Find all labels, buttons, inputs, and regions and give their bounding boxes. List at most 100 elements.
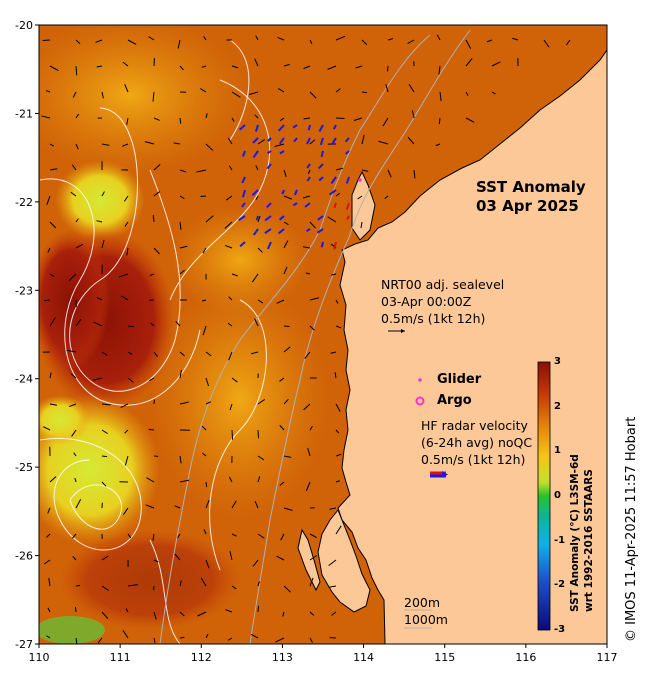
velocity-vector bbox=[75, 218, 79, 223]
velocity-vector bbox=[205, 351, 212, 357]
title-line-1: SST Anomaly bbox=[476, 178, 586, 196]
velocity-vector bbox=[179, 65, 184, 71]
x-tick-label: 114 bbox=[353, 651, 374, 664]
velocity-vector bbox=[279, 117, 285, 122]
velocity-vector bbox=[335, 192, 341, 197]
glider-legend-icon bbox=[418, 378, 422, 382]
hf-radar-vector bbox=[241, 202, 246, 208]
velocity-vector bbox=[283, 455, 292, 458]
velocity-vector bbox=[231, 585, 237, 590]
hf-radar-vector bbox=[241, 150, 246, 157]
hf-radar-vector bbox=[345, 176, 350, 184]
velocity-vector bbox=[250, 633, 259, 639]
velocity-vector bbox=[309, 91, 317, 99]
sealevel-contours bbox=[39, 39, 271, 644]
hf-radar-vector bbox=[281, 189, 285, 195]
velocity-vector bbox=[179, 117, 182, 124]
velocity-vector bbox=[101, 91, 104, 99]
velocity-vector bbox=[101, 191, 105, 197]
velocity-vector bbox=[361, 134, 365, 145]
velocity-vector bbox=[231, 533, 237, 537]
velocity-vector bbox=[44, 299, 51, 302]
hf-scale-arrow bbox=[430, 471, 448, 478]
velocity-vector bbox=[491, 61, 501, 67]
velocity-vector bbox=[257, 605, 260, 613]
hf-radar-note-line-2: (6-24h avg) noQC bbox=[421, 435, 533, 450]
velocity-vector bbox=[120, 295, 129, 301]
velocity-vector bbox=[49, 143, 55, 147]
hf-radar-vector bbox=[267, 150, 272, 155]
velocity-vector bbox=[149, 377, 155, 382]
velocity-vector bbox=[283, 398, 289, 405]
map-title: SST Anomaly 03 Apr 2025 bbox=[476, 178, 586, 216]
velocity-vector bbox=[435, 143, 441, 147]
velocity-vector bbox=[179, 169, 187, 173]
x-tick-label: 112 bbox=[191, 651, 212, 664]
colorbar bbox=[537, 361, 551, 631]
velocity-vector bbox=[203, 35, 207, 41]
depth-label-200m: 200m bbox=[404, 595, 441, 610]
hf-radar-vector bbox=[251, 189, 259, 197]
velocity-vector bbox=[252, 559, 259, 567]
velocity-vector bbox=[335, 429, 340, 434]
velocity-vector bbox=[68, 403, 77, 408]
velocity-vector bbox=[439, 91, 442, 101]
y-tick-label: -25 bbox=[15, 461, 33, 474]
velocity-vector bbox=[75, 318, 82, 327]
velocity-vector bbox=[309, 221, 316, 229]
hf-radar-vector bbox=[266, 202, 272, 209]
hf-radar-vector bbox=[316, 228, 324, 234]
velocity-vector bbox=[119, 273, 129, 278]
velocity-vector bbox=[231, 65, 239, 69]
velocity-vector bbox=[75, 39, 81, 44]
velocity-vector bbox=[200, 88, 207, 93]
colorbar-tick-label: 3 bbox=[554, 356, 561, 367]
velocity-vector bbox=[124, 455, 129, 466]
velocity-vector bbox=[205, 481, 208, 488]
hf-radar-vector bbox=[278, 215, 285, 221]
velocity-vector bbox=[225, 609, 233, 613]
velocity-vector bbox=[97, 637, 103, 644]
velocity-vector bbox=[124, 221, 129, 227]
velocity-vector bbox=[101, 481, 107, 487]
y-tick-label: -22 bbox=[15, 196, 33, 209]
velocity-vector bbox=[276, 555, 285, 561]
velocity-vector bbox=[73, 452, 77, 457]
velocity-vector bbox=[255, 165, 259, 171]
velocity-vector bbox=[179, 245, 188, 249]
velocity-vector bbox=[257, 581, 260, 587]
velocity-vector bbox=[327, 65, 337, 70]
velocity-vector bbox=[357, 195, 363, 200]
velocity-vector bbox=[257, 215, 261, 223]
velocity-vector bbox=[254, 500, 259, 509]
velocity-vector bbox=[49, 403, 57, 406]
title-line-2: 03 Apr 2025 bbox=[476, 197, 579, 215]
velocity-vector bbox=[227, 637, 233, 641]
hf-radar-note-line-3: 0.5m/s (1kt 12h) bbox=[421, 452, 526, 467]
velocity-vector bbox=[277, 36, 285, 41]
velocity-vector bbox=[355, 65, 363, 69]
velocity-vector bbox=[197, 611, 207, 617]
colorbar-tick-label: -3 bbox=[554, 624, 566, 635]
velocity-vector bbox=[153, 247, 160, 255]
velocity-vector bbox=[66, 349, 77, 353]
velocity-vector bbox=[152, 91, 155, 102]
velocity-vector bbox=[229, 550, 233, 561]
velocity-vector bbox=[127, 533, 132, 539]
velocity-vector bbox=[382, 117, 389, 127]
velocity-vector bbox=[70, 191, 77, 197]
velocity-vector bbox=[282, 611, 285, 617]
velocity-vector bbox=[254, 58, 259, 67]
velocity-vector bbox=[228, 351, 233, 361]
velocity-vector bbox=[101, 403, 111, 406]
velocity-vector bbox=[205, 499, 210, 509]
hf-radar-vector bbox=[304, 202, 311, 208]
sealevel-velocity-vectors bbox=[41, 34, 571, 644]
hf-radar-vector bbox=[241, 189, 246, 198]
velocity-vector bbox=[96, 220, 103, 223]
hf-radar-vector bbox=[266, 163, 272, 170]
velocity-vector bbox=[329, 507, 337, 510]
velocity-vector bbox=[152, 533, 155, 541]
bathymetry-contours bbox=[159, 29, 471, 644]
hf-radar-vector bbox=[293, 137, 298, 143]
